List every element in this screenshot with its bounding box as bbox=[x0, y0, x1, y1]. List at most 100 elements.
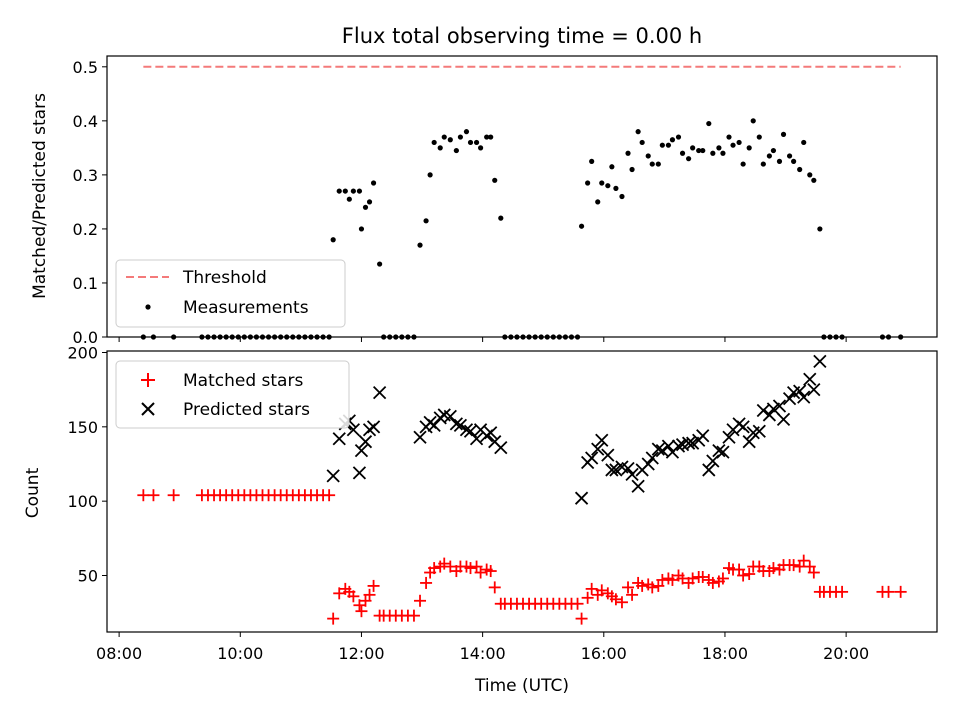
predicted-star-point bbox=[782, 391, 797, 406]
predicted-star-point bbox=[346, 423, 361, 437]
matched-star-point bbox=[323, 489, 336, 502]
measurement-point bbox=[797, 166, 803, 173]
matched-star-point bbox=[686, 572, 699, 585]
measurement-point bbox=[817, 226, 823, 232]
predicted-star-point bbox=[772, 399, 787, 413]
measurement-point bbox=[437, 145, 443, 151]
predicted-star-point bbox=[601, 448, 615, 462]
predicted-star-point bbox=[449, 417, 464, 431]
matched-star-point bbox=[622, 581, 635, 594]
top-y-ticks: 0.0 0.1 0.2 0.3 0.4 0.5 bbox=[73, 58, 107, 347]
measurement-point bbox=[665, 142, 672, 148]
measurement-point bbox=[655, 161, 661, 167]
matched-star-point bbox=[656, 573, 669, 586]
predicted-star-point bbox=[712, 443, 726, 458]
legend-matched-label: Matched stars bbox=[183, 371, 303, 391]
matched-star-point bbox=[636, 579, 649, 592]
predicted-star-point bbox=[591, 442, 605, 456]
predicted-star-point bbox=[494, 441, 508, 455]
x-axis-label: Time (UTC) bbox=[474, 676, 569, 696]
predicted-star-point bbox=[803, 372, 817, 386]
predicted-star-point bbox=[326, 469, 340, 483]
predicted-star-point bbox=[696, 429, 710, 443]
measurement-point bbox=[635, 129, 641, 135]
measurement-point bbox=[463, 129, 470, 135]
predicted-star-point bbox=[671, 439, 686, 453]
measurement-point bbox=[457, 134, 464, 140]
predicted-star-point bbox=[585, 451, 599, 465]
measurement-point bbox=[811, 177, 817, 183]
predicted-star-point bbox=[372, 385, 387, 400]
measurement-point bbox=[645, 153, 651, 159]
measurement-point bbox=[609, 164, 615, 170]
matched-star-point bbox=[797, 554, 810, 567]
legend-measurements-label: Measurements bbox=[183, 298, 309, 318]
matched-star-point bbox=[666, 573, 679, 586]
matched-star-point bbox=[595, 584, 608, 597]
bottom-y-ticks: 50 100 150 200 bbox=[67, 343, 107, 586]
measurement-point bbox=[330, 237, 336, 243]
measurement-point bbox=[362, 204, 369, 210]
matched-star-point bbox=[167, 489, 180, 502]
top-y-axis-label: Matched/Predicted stars bbox=[30, 93, 50, 299]
top-y-tick-label: 0.0 bbox=[73, 328, 98, 347]
measurement-point bbox=[700, 147, 706, 154]
matched-star-point bbox=[327, 612, 340, 625]
matched-star-point bbox=[438, 557, 451, 570]
matched-star-point bbox=[428, 562, 441, 575]
measurement-point bbox=[441, 134, 447, 140]
predicted-star-point bbox=[605, 463, 619, 477]
measurement-point bbox=[431, 139, 437, 146]
measurement-point bbox=[427, 172, 433, 178]
predicted-star-point bbox=[813, 354, 827, 369]
matched-star-point bbox=[355, 605, 368, 618]
legend-predicted-label: Predicted stars bbox=[183, 400, 310, 420]
measurement-point bbox=[730, 142, 736, 148]
top-y-tick-label: 0.1 bbox=[73, 274, 98, 293]
predicted-star-point bbox=[752, 424, 766, 438]
matched-star-point bbox=[836, 585, 849, 598]
legend-predicted-swatch bbox=[141, 402, 155, 416]
predicted-star-point bbox=[625, 467, 639, 482]
measurement-point bbox=[423, 218, 429, 224]
matched-star-point bbox=[444, 560, 457, 573]
top-panel: 0.0 0.1 0.2 0.3 0.4 0.5 Matched/Predicted sta… bbox=[30, 55, 938, 347]
matched-star-point bbox=[882, 585, 895, 598]
matched-star-point bbox=[363, 588, 376, 601]
measurement-point bbox=[720, 150, 726, 156]
matched-star-point bbox=[807, 566, 820, 579]
matched-star-point bbox=[626, 588, 639, 601]
predicted-star-point bbox=[484, 426, 498, 440]
matched-star-point bbox=[676, 572, 689, 585]
matched-star-point bbox=[581, 591, 594, 604]
top-x-ticks bbox=[118, 337, 847, 342]
top-legend-box bbox=[115, 259, 346, 328]
chart-title: Flux total observing time = 0.00 h bbox=[342, 24, 702, 48]
predicted-star-point bbox=[716, 445, 730, 459]
predicted-star-point bbox=[427, 418, 441, 432]
measurement-point bbox=[690, 145, 696, 151]
measurement-point bbox=[716, 145, 722, 151]
measurement-point bbox=[780, 131, 787, 137]
measurement-point bbox=[750, 118, 756, 124]
measurement-point bbox=[605, 183, 611, 189]
predicted-star-point bbox=[645, 451, 659, 465]
measurement-point bbox=[346, 196, 352, 202]
predicted-star-point bbox=[776, 412, 791, 427]
measurement-point bbox=[498, 215, 504, 221]
matched-star-point bbox=[706, 576, 719, 589]
measurement-point bbox=[467, 139, 474, 146]
predicted-star-point bbox=[631, 479, 645, 493]
measurement-point bbox=[336, 188, 342, 194]
measurement-point bbox=[625, 150, 631, 156]
matched-star-point bbox=[407, 609, 420, 622]
bottom-x-ticks: 08:00 10:00 12:00 14:00 16:00 18:00 20:00 bbox=[96, 632, 869, 663]
matched-star-point bbox=[474, 566, 487, 579]
matched-star-point bbox=[716, 572, 729, 585]
predicted-star-point bbox=[413, 430, 427, 444]
matched-star-point bbox=[894, 585, 907, 598]
measurement-point bbox=[639, 139, 645, 146]
bottom-legend: Matched stars Predicted stars bbox=[115, 360, 350, 429]
